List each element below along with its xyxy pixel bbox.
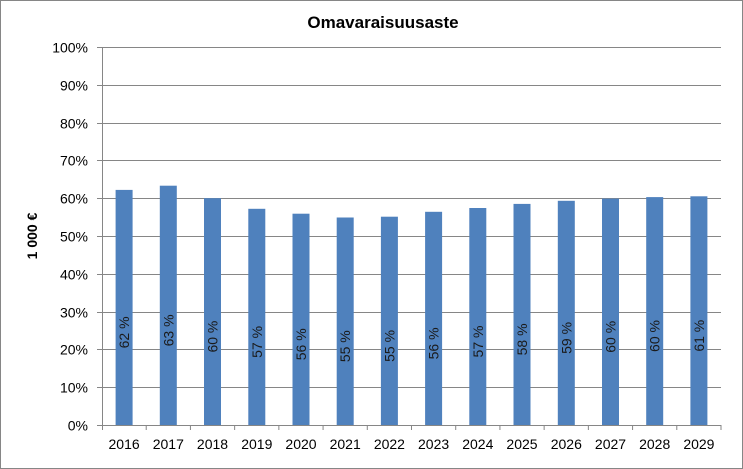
- data-label-2017: 63 %: [160, 314, 176, 346]
- y-tick-label: 10%: [60, 380, 88, 396]
- y-tick-label: 50%: [60, 229, 88, 245]
- x-tick-label: 2020: [285, 436, 316, 452]
- x-tick-label: 2027: [595, 436, 626, 452]
- x-tick-label: 2017: [153, 436, 184, 452]
- x-tick-label: 2024: [462, 436, 493, 452]
- data-label-2016: 62 %: [116, 316, 132, 348]
- x-tick-label: 2025: [506, 436, 537, 452]
- y-axis-label: 1 000 €: [24, 212, 40, 259]
- x-tick-label: 2022: [374, 436, 405, 452]
- data-label-2021: 55 %: [337, 330, 353, 362]
- bar-2027: [602, 198, 619, 425]
- data-label-2026: 59 %: [558, 322, 574, 354]
- y-tick-label: 60%: [60, 191, 88, 207]
- data-label-2018: 60 %: [205, 321, 221, 353]
- bar-2017: [159, 185, 177, 425]
- x-tick-labels: 2016 2017 2018 2019 2020 2021 2022 2023 2024 2025…: [109, 436, 715, 452]
- bar-2020: [292, 213, 310, 425]
- bars: [115, 185, 708, 425]
- bar-2028: [646, 197, 664, 425]
- x-tick-label: 2026: [551, 436, 582, 452]
- x-tick-label: 2018: [197, 436, 228, 452]
- data-labels: 62 % 63 % 60 % 57 % 56 % 55 % 55 % 56 % 57 % 58 %…: [116, 314, 707, 362]
- bar-2029: [690, 196, 708, 425]
- bar-2021: [336, 217, 354, 425]
- y-tick-label: 0%: [68, 418, 88, 434]
- data-label-2024: 57 %: [470, 326, 486, 358]
- gridlines: [97, 47, 722, 430]
- x-tick-label: 2016: [109, 436, 140, 452]
- data-label-2023: 56 %: [426, 327, 442, 359]
- data-label-2028: 60 %: [647, 320, 663, 352]
- bar-2019: [248, 208, 266, 425]
- data-label-2025: 58 %: [514, 323, 530, 355]
- y-tick-label: 90%: [60, 78, 88, 94]
- bar-2018: [204, 198, 221, 425]
- x-tick-label: 2029: [683, 436, 714, 452]
- x-tick-label: 2019: [241, 436, 272, 452]
- y-tick-label: 70%: [60, 153, 88, 169]
- bar-2025: [513, 203, 531, 425]
- bar-2016: [115, 189, 133, 425]
- y-tick-label: 30%: [60, 305, 88, 321]
- bar-2023: [425, 211, 443, 425]
- x-tick-label: 2021: [330, 436, 361, 452]
- data-label-2019: 57 %: [249, 326, 265, 358]
- bar-2026: [557, 200, 575, 425]
- y-tick-label: 20%: [60, 342, 88, 358]
- x-tick-label: 2028: [639, 436, 670, 452]
- y-tick-label: 80%: [60, 116, 88, 132]
- y-tick-label: 40%: [60, 267, 88, 283]
- data-label-2027: 60 %: [603, 321, 619, 353]
- y-tick-label: 100%: [52, 40, 88, 56]
- y-tick-labels: 0% 10% 20% 30% 40% 50% 60% 70% 80% 90% 100%: [52, 40, 88, 434]
- data-label-2020: 56 %: [293, 328, 309, 360]
- chart-title: Omavaraisuusaste: [307, 13, 458, 32]
- x-tick-label: 2023: [418, 436, 449, 452]
- bar-2024: [469, 208, 487, 425]
- bar-2022: [380, 216, 398, 425]
- data-label-2022: 55 %: [381, 330, 397, 362]
- data-label-2029: 61 %: [691, 320, 707, 352]
